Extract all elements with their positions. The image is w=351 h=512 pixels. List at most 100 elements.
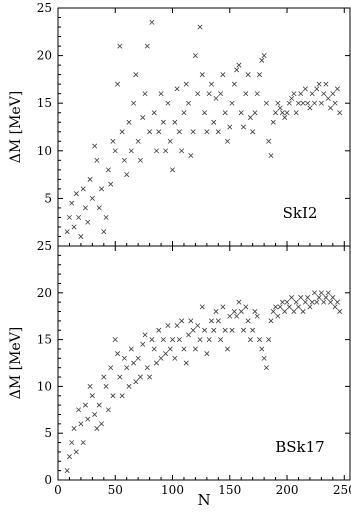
data-point [298,91,304,97]
data-point [241,327,246,333]
data-point [243,91,249,97]
data-point [307,105,313,111]
data-point [213,309,219,315]
data-point [174,86,180,92]
x-tick-label: 100 [161,483,184,497]
data-point [112,148,118,154]
data-point [73,449,79,455]
data-point [186,100,192,106]
data-point [69,200,75,206]
data-point [286,304,292,310]
data-point [64,468,70,474]
data-point [298,294,304,300]
data-point [323,294,329,300]
y-tick-label: 15 [37,333,52,347]
data-point [144,43,150,49]
data-point [131,100,137,106]
data-point [126,383,132,389]
data-point [165,100,171,106]
plot-frame [57,245,351,481]
data-point [96,205,102,211]
data-point [259,346,265,352]
data-point [158,355,164,361]
data-point [268,153,274,159]
x-tick-label: 0 [54,483,62,497]
data-point [73,191,79,197]
data-point [330,294,336,300]
x-axis-label: N [197,491,210,509]
data-point [314,86,320,92]
data-point [293,299,299,305]
data-point [312,100,317,106]
data-point [140,341,146,347]
data-point [202,327,208,333]
x-tick-label: 50 [108,483,123,497]
data-point [309,91,315,97]
data-point [307,304,313,310]
data-point [231,309,237,315]
data-point [236,62,242,68]
y-tick-label: 20 [37,49,52,63]
data-point [208,318,214,324]
data-point [263,100,269,106]
data-point [245,318,251,324]
data-point [135,355,141,361]
data-point [89,393,95,399]
data-point [186,332,192,338]
data-point [80,186,86,192]
data-point [236,299,242,305]
data-point [259,57,265,63]
data-point [206,91,212,97]
data-point [330,91,336,97]
data-point [282,309,288,315]
data-point [151,346,157,352]
data-point [96,402,102,408]
data-point [250,129,256,135]
data-point [284,110,290,116]
data-point [257,72,263,78]
y-axis-label: ΔM [MeV] [8,91,24,164]
data-point [99,186,104,192]
data-point [195,91,201,97]
data-point [314,299,320,305]
x-tick-label: 150 [218,483,241,497]
data-point [224,138,230,144]
data-point [137,157,143,163]
data-point [234,313,240,319]
data-point [300,100,306,106]
data-point [119,129,125,135]
data-point [234,67,240,73]
data-point [268,318,274,324]
data-point [321,91,327,97]
data-point [323,81,329,87]
data-point [115,81,121,87]
data-point [279,299,285,305]
data-point [202,110,208,116]
data-point [158,91,164,97]
y-tick-label: 25 [37,239,52,253]
data-point [208,81,214,87]
y-tick-label: 5 [44,426,52,440]
data-point [147,374,153,380]
data-point [179,148,185,154]
data-point [156,129,162,135]
data-point [190,327,196,333]
data-point [215,318,221,324]
data-point [305,294,311,300]
x-tick-label: 250 [333,483,351,497]
data-point [160,337,166,343]
data-point [211,119,217,125]
data-point [167,138,173,144]
data-point [112,337,118,343]
data-point [211,327,217,333]
data-point [289,294,295,300]
data-point [66,454,72,460]
data-point [261,53,267,59]
data-point [241,124,246,130]
data-point [238,110,244,116]
data-point [94,426,100,432]
data-point [284,299,290,305]
data-point [213,95,219,101]
y-tick-label: 5 [44,191,52,205]
